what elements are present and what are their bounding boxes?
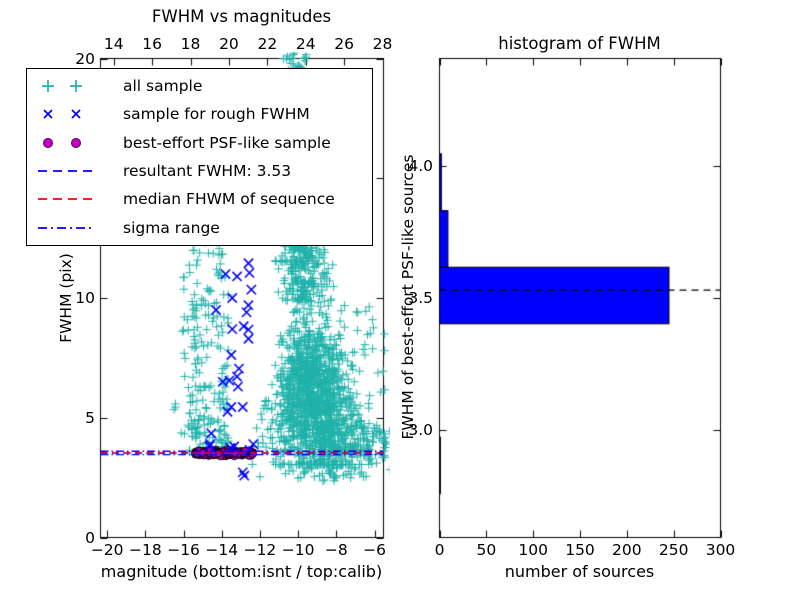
dashed-legend-marker-icon — [38, 198, 93, 201]
dot2-legend-marker-icon — [42, 137, 82, 148]
left-plot-ytick-label: 5 — [85, 408, 95, 427]
dashdot-legend-marker-icon — [38, 226, 93, 229]
right-plot-title: histogram of FWHM — [498, 34, 661, 53]
right-plot-xtick-label: 50 — [476, 541, 497, 559]
right-plot-ytick-label: 3.0 — [408, 420, 433, 439]
right-plot-xlabel: number of sources — [504, 562, 655, 581]
left-plot-top-xtick-label: 18 — [180, 35, 201, 53]
right-plot-xtick-label: 250 — [658, 541, 689, 559]
right-plot-ytick-label: 3.5 — [408, 289, 433, 307]
left-plot-xlabel: magnitude (bottom:isnt / top:calib) — [100, 562, 383, 581]
legend-item-sample-for-rough-fwhm: sample for rough FWHM — [27, 100, 372, 128]
left-plot-top-xtick-label: 28 — [372, 35, 393, 53]
legend-item-resultant-fwhm-3-53: resultant FWHM: 3.53 — [27, 157, 372, 185]
legend-item-label: median FHWM of sequence — [123, 190, 335, 209]
left-plot-ytick-label: 10 — [75, 289, 95, 307]
legend-item-label: sample for rough FWHM — [123, 105, 310, 124]
right-plot-xtick-label: 200 — [612, 541, 642, 559]
legend-item-best-effort-psf-like-sample: best-effort PSF-like sample — [27, 129, 372, 157]
left-plot-ytick-label: 0 — [85, 528, 95, 547]
left-plot-top-xtick-label: 24 — [295, 35, 316, 53]
left-plot-title: FWHM vs magnitudes — [151, 7, 332, 26]
legend-item-median-fhwm-of-sequence: median FHWM of sequence — [27, 185, 372, 213]
legend-item-sigma-range: sigma range — [27, 214, 372, 242]
left-plot-top-xtick-label: 22 — [257, 35, 278, 53]
left-plot-top-xtick-label: 16 — [142, 35, 163, 53]
left-plot-xtick-label: −18 — [129, 541, 162, 559]
left-plot-ytick-label: 20 — [75, 49, 95, 68]
cross2-legend-marker-icon — [43, 109, 81, 120]
left-plot-xtick-label: −6 — [363, 541, 386, 559]
legend-item-label: best-effort PSF-like sample — [123, 133, 331, 152]
legend-item-all-sample: all sample — [27, 72, 372, 100]
left-plot-xtick-label: −14 — [205, 541, 239, 559]
right-plot-xtick-label: 100 — [518, 541, 548, 559]
left-plot-top-xtick-label: 14 — [103, 35, 124, 53]
left-plot-xtick-label: −12 — [243, 541, 277, 559]
dashed-legend-marker-icon — [38, 170, 93, 172]
legend-item-label: all sample — [123, 77, 203, 96]
left-plot-top-xtick-label: 26 — [334, 35, 355, 53]
right-plot-ytick-label: 4.0 — [408, 157, 433, 176]
left-plot-xtick-label: −8 — [324, 541, 348, 559]
legend: all sample sample for rough FWHM best-effo… — [26, 68, 373, 246]
right-plot-xtick-label: 300 — [705, 541, 736, 559]
left-plot-xtick-label: −16 — [167, 541, 200, 559]
legend-item-label: resultant FWHM: 3.53 — [123, 162, 292, 181]
left-plot-xtick-label: −20 — [90, 541, 124, 559]
right-plot-xtick-label: 150 — [565, 541, 595, 559]
left-plot-xtick-label: −10 — [281, 541, 315, 559]
legend-item-label: sigma range — [123, 218, 220, 237]
plus2-legend-marker-icon — [42, 80, 82, 93]
right-plot-xtick-label: 0 — [434, 541, 445, 559]
left-plot-top-xtick-label: 20 — [219, 35, 239, 53]
